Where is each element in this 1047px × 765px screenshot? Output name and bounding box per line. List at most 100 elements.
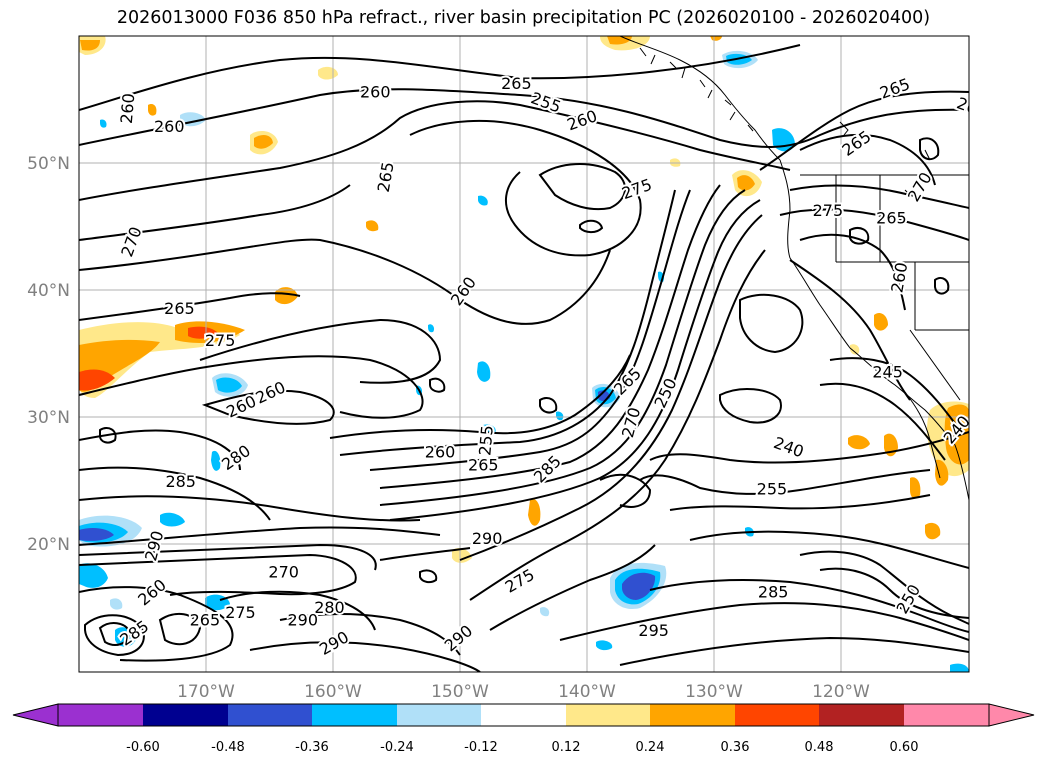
precip-area	[148, 104, 157, 116]
colorbar-block	[819, 704, 904, 726]
precip-area	[910, 477, 921, 499]
contour-label: 250	[650, 375, 680, 411]
lon-label: 160°W	[304, 682, 362, 702]
contour-line	[779, 208, 969, 241]
precip-area	[477, 361, 491, 382]
contour-line	[79, 184, 351, 241]
alaska-islands	[639, 47, 754, 132]
contour-line	[579, 219, 604, 234]
precip-area	[950, 663, 969, 672]
precip-area	[110, 598, 123, 610]
contour-line	[98, 622, 132, 646]
colorbar-tick: -0.12	[464, 740, 498, 755]
contour-label: 265	[468, 455, 499, 474]
contour-line	[249, 641, 481, 672]
contour-label: 290	[472, 529, 503, 548]
precip-area	[483, 424, 496, 434]
precip-area	[275, 287, 298, 305]
contour-line	[379, 184, 721, 489]
colorbar-under-triangle	[12, 703, 59, 727]
contour-line	[849, 227, 870, 245]
precip-area	[850, 344, 860, 355]
contour-line	[419, 569, 438, 584]
contour-line	[619, 636, 969, 666]
contour-line	[79, 238, 611, 325]
colorbar-tick: 0.48	[805, 740, 834, 755]
contour-line	[759, 90, 969, 171]
contour-label: 245	[872, 363, 903, 382]
precip-area	[478, 195, 488, 206]
contour-label: 295	[638, 621, 669, 640]
colorbar: -0.60 -0.48 -0.36 -0.24 -0.12 0.12 0.24 …	[12, 703, 1035, 755]
colorbar-block	[397, 704, 481, 726]
precip-area	[80, 40, 100, 51]
colorbar-tick: 0.12	[552, 740, 581, 755]
contour-line	[539, 397, 558, 414]
contour-line	[429, 377, 446, 393]
colorbar-block	[312, 704, 397, 726]
contour-line	[649, 579, 969, 633]
precip-area	[79, 369, 115, 391]
lon-label: 150°W	[431, 682, 489, 702]
precip-area	[596, 640, 613, 651]
precip-area	[428, 324, 435, 333]
precip-area	[925, 522, 941, 540]
colorbar-block	[650, 704, 735, 726]
precip-area	[188, 326, 218, 339]
contour-line	[799, 133, 936, 186]
longitude-labels: 170°W 160°W 150°W 140°W 130°W 120°W	[177, 682, 870, 702]
precip-area	[100, 119, 107, 128]
graticule	[79, 36, 969, 672]
contour-line	[99, 427, 117, 444]
contour-label: 265	[164, 299, 195, 318]
precip-area	[318, 66, 338, 80]
colorbar-block	[228, 704, 312, 726]
lon-label: 170°W	[177, 682, 235, 702]
contour-line	[739, 293, 804, 354]
contour-line	[389, 199, 761, 521]
precip-area	[556, 411, 564, 421]
latitude-labels: 50°N 40°N 30°N 20°N	[27, 154, 70, 555]
colorbar-frame	[57, 703, 990, 727]
contour-line	[201, 389, 335, 425]
contour-label: 275	[205, 331, 236, 350]
contour-line	[379, 547, 471, 561]
contour-line	[79, 429, 241, 471]
contour-label: 260	[887, 261, 911, 294]
precip-area	[622, 572, 656, 600]
colorbar-tick: -0.60	[126, 740, 160, 755]
contour-label: 265	[501, 74, 532, 93]
contour-line	[689, 530, 969, 569]
refractivity-contours	[79, 44, 969, 672]
contour-label: 285	[165, 472, 196, 491]
contour-label: 265	[876, 209, 907, 228]
contour-line	[719, 388, 782, 424]
contour-line	[79, 100, 791, 201]
contour-line	[79, 543, 377, 571]
contour-line	[329, 354, 631, 439]
colorbar-block	[566, 704, 650, 726]
contour-line	[469, 249, 766, 601]
contour-line	[79, 586, 234, 662]
contour-line	[789, 184, 969, 209]
lat-label: 30°N	[27, 408, 70, 428]
contour-line	[669, 494, 931, 511]
colorbar-block	[735, 704, 819, 726]
contour-label: 265	[877, 74, 912, 102]
contour-label: 260	[253, 377, 289, 407]
contour-line	[339, 189, 676, 456]
colorbar-block	[904, 704, 989, 726]
state-borders	[835, 175, 969, 401]
lon-label: 140°W	[558, 682, 616, 702]
contour-label: 290	[316, 627, 352, 659]
contour-line	[799, 233, 906, 311]
precip-area	[216, 377, 242, 393]
precip-area	[452, 547, 472, 563]
precip-area	[366, 220, 379, 232]
precip-area	[710, 36, 722, 41]
contour-label: 250	[893, 581, 925, 617]
contour-line	[409, 119, 642, 257]
contour-label: 270	[117, 224, 145, 259]
contour-label: 255	[475, 424, 497, 456]
contour-label: 275	[619, 175, 654, 203]
